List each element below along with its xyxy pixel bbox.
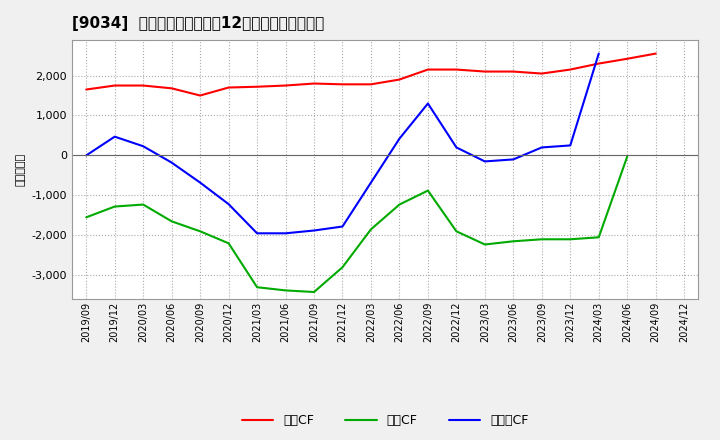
- 投資CF: [537, 237, 546, 242]
- 営業CF: [566, 67, 575, 72]
- フリーCF: [310, 228, 318, 233]
- フリーCF: [595, 51, 603, 56]
- 投資CF: [395, 202, 404, 207]
- フリーCF: [139, 143, 148, 149]
- Line: 営業CF: 営業CF: [86, 54, 656, 95]
- 営業CF: [623, 56, 631, 62]
- 営業CF: [338, 82, 347, 87]
- 営業CF: [167, 86, 176, 91]
- 営業CF: [82, 87, 91, 92]
- フリーCF: [423, 101, 432, 106]
- フリーCF: [566, 143, 575, 148]
- フリーCF: [395, 136, 404, 141]
- 投資CF: [452, 229, 461, 234]
- フリーCF: [509, 157, 518, 162]
- 投資CF: [82, 215, 91, 220]
- 投資CF: [338, 264, 347, 270]
- フリーCF: [366, 180, 375, 185]
- Y-axis label: （百万円）: （百万円）: [16, 153, 26, 186]
- Line: 投資CF: 投資CF: [86, 157, 627, 292]
- 営業CF: [225, 85, 233, 90]
- 投資CF: [480, 242, 489, 247]
- 投資CF: [509, 238, 518, 244]
- 投資CF: [139, 202, 148, 207]
- 投資CF: [282, 288, 290, 293]
- 投資CF: [167, 219, 176, 224]
- フリーCF: [338, 224, 347, 229]
- フリーCF: [253, 231, 261, 236]
- Text: [9034]  キャッシュフローの12か月移動合計の推移: [9034] キャッシュフローの12か月移動合計の推移: [72, 16, 324, 32]
- 営業CF: [395, 77, 404, 82]
- 投資CF: [595, 235, 603, 240]
- 営業CF: [110, 83, 119, 88]
- 営業CF: [310, 81, 318, 86]
- 営業CF: [282, 83, 290, 88]
- フリーCF: [452, 145, 461, 150]
- 営業CF: [480, 69, 489, 74]
- フリーCF: [282, 231, 290, 236]
- 営業CF: [509, 69, 518, 74]
- 営業CF: [452, 67, 461, 72]
- 営業CF: [366, 82, 375, 87]
- 投資CF: [196, 229, 204, 234]
- 投資CF: [366, 227, 375, 232]
- 投資CF: [225, 241, 233, 246]
- 営業CF: [537, 71, 546, 76]
- Legend: 営業CF, 投資CF, フリーCF: 営業CF, 投資CF, フリーCF: [242, 414, 528, 428]
- フリーCF: [537, 145, 546, 150]
- 営業CF: [595, 61, 603, 66]
- 投資CF: [253, 285, 261, 290]
- 営業CF: [423, 67, 432, 72]
- 営業CF: [139, 83, 148, 88]
- フリーCF: [110, 134, 119, 139]
- Line: フリーCF: フリーCF: [86, 54, 599, 233]
- フリーCF: [196, 180, 204, 185]
- 投資CF: [310, 290, 318, 295]
- フリーCF: [82, 153, 91, 158]
- 営業CF: [652, 51, 660, 56]
- 投資CF: [423, 188, 432, 193]
- 投資CF: [623, 154, 631, 159]
- フリーCF: [167, 160, 176, 165]
- 営業CF: [253, 84, 261, 89]
- 営業CF: [196, 93, 204, 98]
- フリーCF: [480, 159, 489, 164]
- フリーCF: [225, 202, 233, 207]
- 投資CF: [110, 204, 119, 209]
- 投資CF: [566, 237, 575, 242]
